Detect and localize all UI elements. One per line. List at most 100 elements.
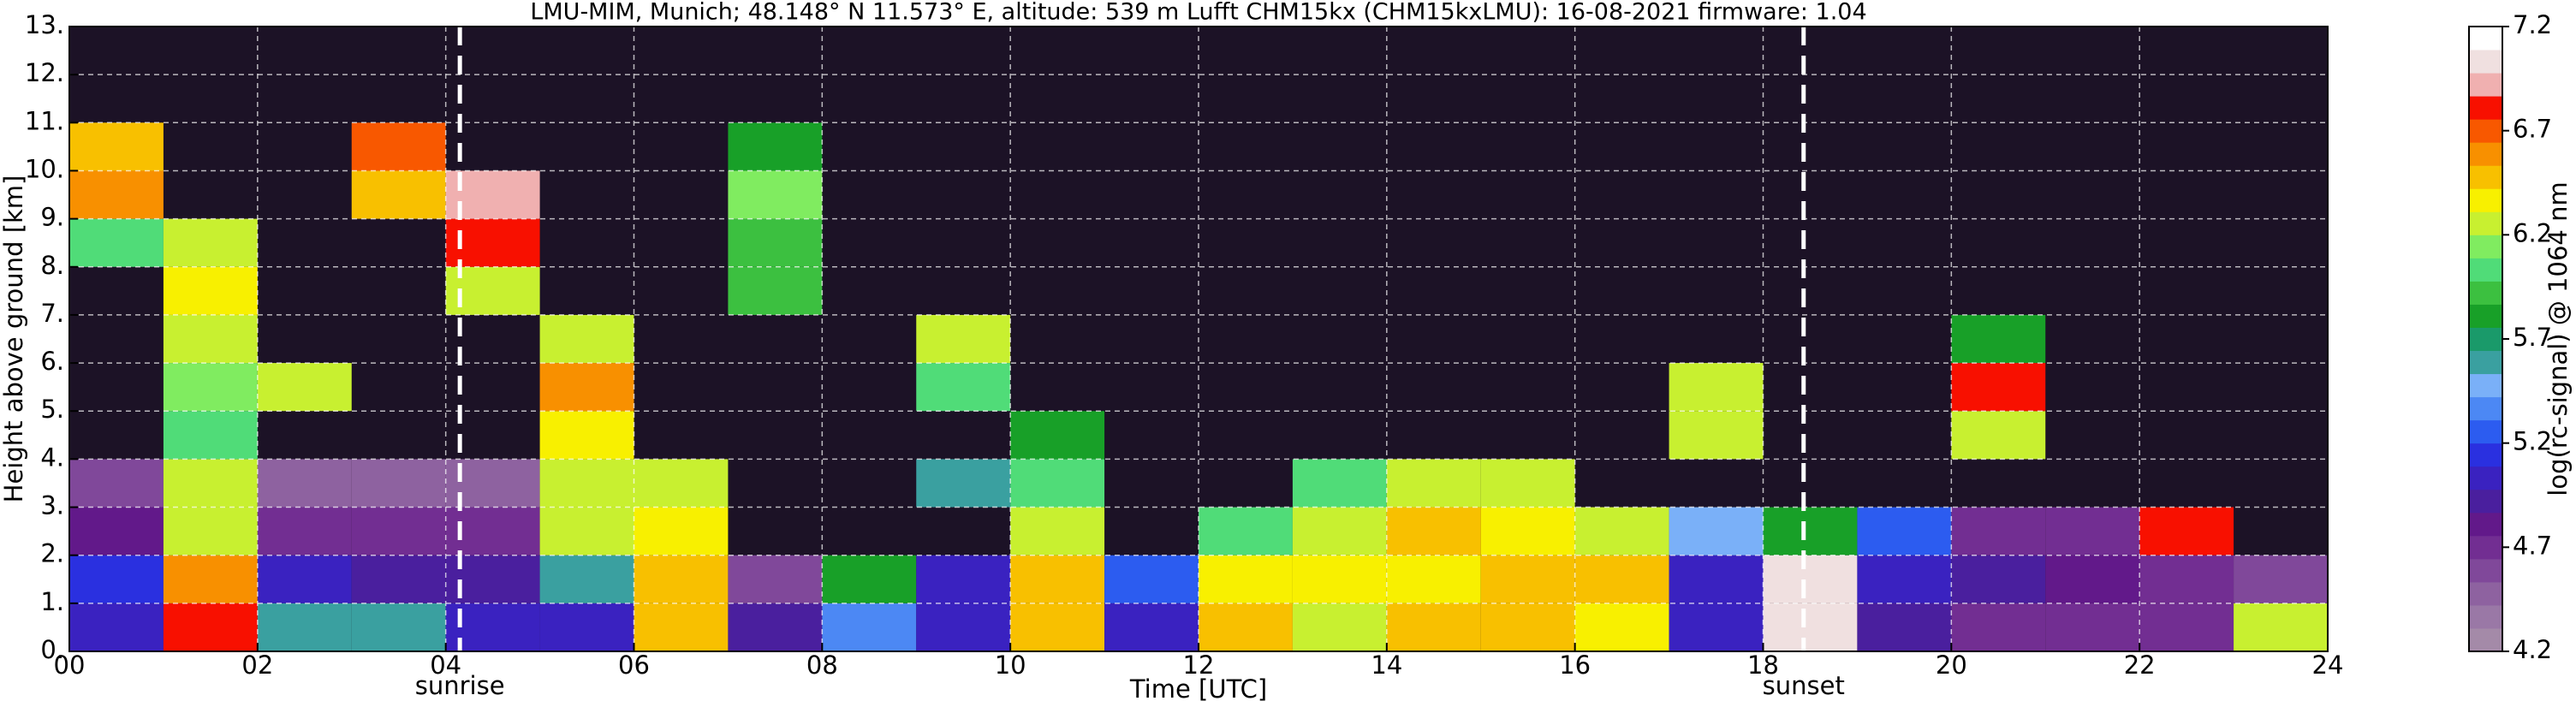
annotation-label: sunrise — [415, 671, 505, 700]
heatmap-cell — [1857, 603, 1952, 651]
y-tick-label: 4. — [40, 443, 64, 472]
heatmap-cell — [2139, 507, 2234, 556]
heatmap-cell — [1480, 459, 1575, 508]
colorbar-tick-label: 4.2 — [2513, 635, 2552, 664]
heatmap-cell — [163, 507, 258, 556]
colorbar-segment — [2469, 558, 2502, 583]
heatmap-cell — [351, 459, 446, 508]
colorbar-segment — [2469, 604, 2502, 629]
y-tick-label: 7. — [40, 299, 64, 328]
x-tick-label: 00 — [54, 651, 86, 680]
heatmap-cell — [1669, 363, 1764, 412]
heatmap-cell — [2045, 507, 2140, 556]
colorbar-segment — [2469, 489, 2502, 514]
heatmap-cell — [539, 411, 634, 460]
x-tick-label: 06 — [618, 651, 650, 680]
y-axis-label: Height above ground [km] — [0, 175, 28, 503]
heatmap-cell — [822, 603, 917, 651]
heatmap-cell — [1292, 555, 1387, 603]
heatmap-cell — [916, 314, 1011, 364]
heatmap-cell — [634, 507, 729, 556]
heatmap-cell — [1951, 363, 2046, 412]
colorbar-segment — [2469, 142, 2502, 166]
heatmap-cell — [351, 507, 446, 556]
plot-frame — [68, 26, 2329, 652]
colorbar-segment — [2469, 73, 2502, 97]
colorbar-segment — [2469, 373, 2502, 398]
heatmap-cell — [634, 459, 729, 508]
y-tick-label: 9. — [40, 203, 64, 232]
colorbar-segment — [2469, 50, 2502, 74]
heatmap-cell — [1951, 411, 2046, 460]
heatmap-cell — [916, 603, 1011, 651]
x-tick-label: 20 — [1936, 651, 1967, 680]
chart-title: LMU-MIM, Munich; 48.148° N 11.573° E, al… — [530, 0, 1866, 26]
colorbar-segment — [2469, 535, 2502, 560]
heatmap-cell — [163, 603, 258, 651]
heatmap-cell — [1480, 603, 1575, 651]
heatmap-cell — [539, 459, 634, 508]
heatmap-cell — [1010, 411, 1105, 460]
colorbar-segment — [2469, 350, 2502, 375]
heatmap-cell — [351, 555, 446, 603]
heatmap-cell — [539, 314, 634, 364]
colorbar-tick-label: 4.7 — [2513, 531, 2552, 560]
heatmap-cell — [1010, 459, 1105, 508]
heatmap-cell — [634, 603, 729, 651]
colorbar-segment — [2469, 581, 2502, 606]
heatmap-cell — [728, 266, 823, 315]
heatmap-cell — [69, 218, 164, 267]
heatmap-cell — [1480, 507, 1575, 556]
colorbar-segment — [2469, 443, 2502, 467]
heatmap-cell — [163, 218, 258, 267]
heatmap-cell — [1574, 555, 1669, 603]
heatmap-cell — [728, 555, 823, 603]
heatmap-cell — [1951, 555, 2046, 603]
colorbar-segment — [2469, 165, 2502, 189]
heatmap-cell — [1669, 603, 1764, 651]
heatmap-cell — [1010, 507, 1105, 556]
colorbar-tick-label: 6.2 — [2513, 218, 2552, 247]
heatmap-cell — [916, 459, 1011, 508]
x-axis-label: Time [UTC] — [1129, 674, 1267, 704]
y-tick-label: 1. — [40, 587, 64, 616]
heatmap-cell — [2045, 555, 2140, 603]
heatmap-cell — [1951, 314, 2046, 364]
heatmap-cell — [1763, 603, 1858, 651]
x-tick-label: 14 — [1371, 651, 1402, 680]
heatmap-cell — [1951, 507, 2046, 556]
heatmap-cell — [1857, 507, 1952, 556]
x-tick-label: 04 — [430, 651, 461, 680]
x-tick-label: 18 — [1747, 651, 1779, 680]
heatmap-cell — [163, 266, 258, 315]
heatmap-cell — [257, 507, 352, 556]
y-tick-label: 12. — [25, 58, 64, 87]
x-tick-label: 24 — [2312, 651, 2344, 680]
colorbar-segment — [2469, 281, 2502, 305]
heatmap-cell — [634, 555, 729, 603]
heatmap-cell — [1480, 555, 1575, 603]
heatmap-cell — [1574, 603, 1669, 651]
heatmap-cell — [257, 603, 352, 651]
colorbar-segment — [2469, 211, 2502, 235]
heatmap-cell — [916, 555, 1011, 603]
heatmap-cell — [69, 555, 164, 603]
colorbar-segment — [2469, 327, 2502, 352]
heatmap-cell — [1857, 555, 1952, 603]
heatmap-cell — [351, 170, 446, 219]
heatmap-cell — [728, 170, 823, 219]
colorbar-tick-label: 5.2 — [2513, 427, 2552, 456]
heatmap-cell — [2045, 603, 2140, 651]
heatmap-cell — [1574, 507, 1669, 556]
heatmap-cell — [69, 170, 164, 219]
heatmap-cell — [728, 603, 823, 651]
heatmap-cell — [1199, 507, 1293, 556]
heatmap-cell — [539, 363, 634, 412]
heatmap-cell — [69, 603, 164, 651]
y-tick-label: 13. — [25, 10, 64, 39]
heatmap-cell — [2234, 555, 2328, 603]
heatmap-cell — [1669, 555, 1764, 603]
heatmap-cell — [69, 459, 164, 508]
annotation-label: sunset — [1763, 671, 1845, 700]
